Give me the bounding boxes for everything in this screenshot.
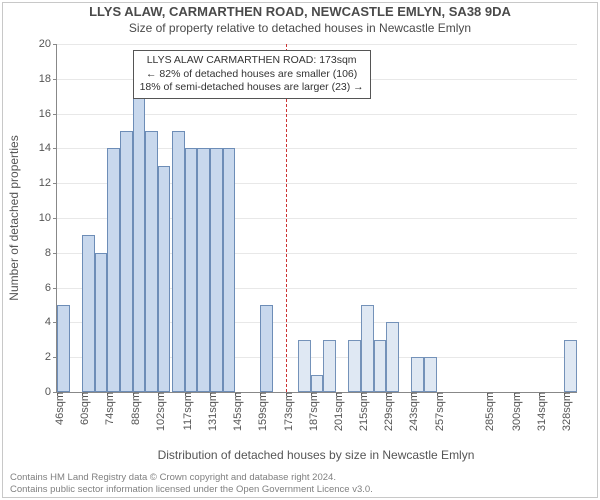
histogram-bar [210,148,223,392]
annotation-line2: ← 82% of detached houses are smaller (10… [140,68,364,82]
plot-area: 0246810121416182046sqm60sqm74sqm88sqm102… [56,44,577,393]
y-tick-label: 18 [39,73,57,85]
histogram-bar [361,305,374,392]
x-tick-label: 215sqm [352,392,370,431]
histogram-bar [223,148,236,392]
x-tick-label: 201sqm [327,392,345,431]
gridline [57,44,577,45]
x-tick-label: 173sqm [277,392,295,431]
histogram-bar [95,253,108,392]
x-tick-label: 46sqm [48,392,66,425]
histogram-bar [172,131,185,392]
x-tick-label: 300sqm [505,392,523,431]
x-tick-label: 257sqm [428,392,446,431]
annotation-line3: 18% of semi-detached houses are larger (… [140,81,364,95]
y-tick-label: 8 [45,247,57,259]
y-tick-label: 14 [39,142,57,154]
x-tick-label: 328sqm [555,392,573,431]
histogram-bar [386,322,399,392]
histogram-bar [348,340,361,392]
histogram-bar [120,131,133,392]
x-axis-label: Distribution of detached houses by size … [56,448,576,462]
y-tick-label: 12 [39,177,57,189]
histogram-bar [260,305,273,392]
histogram-bar [185,148,198,392]
x-tick-label: 131sqm [201,392,219,431]
x-tick-label: 117sqm [176,392,194,430]
x-tick-label: 145sqm [226,392,244,431]
x-tick-label: 88sqm [124,392,142,425]
annotation-box: LLYS ALAW CARMARTHEN ROAD: 173sqm← 82% o… [133,50,371,99]
y-axis-label: Number of detached properties [7,135,21,300]
histogram-bar [374,340,387,392]
histogram-bar [298,340,311,392]
x-tick-label: 74sqm [98,392,116,425]
x-tick-label: 285sqm [478,392,496,431]
histogram-bar [107,148,120,392]
histogram-bar [145,131,158,392]
histogram-bar [564,340,577,392]
x-tick-label: 314sqm [530,392,548,431]
attribution-text: Contains HM Land Registry data © Crown c… [10,472,373,496]
x-tick-label: 159sqm [251,392,269,431]
histogram-chart: LLYS ALAW, CARMARTHEN ROAD, NEWCASTLE EM… [0,0,600,500]
x-tick-label: 60sqm [73,392,91,425]
histogram-bar [82,235,95,392]
y-tick-label: 6 [45,282,57,294]
attribution-line2: Contains public sector information licen… [10,484,373,496]
x-tick-label: 229sqm [377,392,395,431]
histogram-bar [197,148,210,392]
histogram-bar [158,166,171,392]
y-tick-label: 2 [45,351,57,363]
annotation-line1: LLYS ALAW CARMARTHEN ROAD: 173sqm [140,54,364,68]
y-tick-label: 4 [45,316,57,328]
histogram-bar [411,357,424,392]
histogram-bar [133,96,146,392]
x-tick-label: 243sqm [402,392,420,431]
x-tick-label: 187sqm [302,392,320,431]
attribution-line1: Contains HM Land Registry data © Crown c… [10,472,373,484]
y-axis-label-wrap: Number of detached properties [6,44,22,392]
y-tick-label: 16 [39,108,57,120]
histogram-bar [323,340,336,392]
histogram-bar [311,375,324,392]
histogram-bar [57,305,70,392]
histogram-bar [424,357,437,392]
x-tick-label: 102sqm [149,392,167,431]
chart-title: LLYS ALAW, CARMARTHEN ROAD, NEWCASTLE EM… [0,4,600,19]
y-tick-label: 20 [39,38,57,50]
y-tick-label: 10 [39,212,57,224]
chart-subtitle: Size of property relative to detached ho… [0,21,600,35]
